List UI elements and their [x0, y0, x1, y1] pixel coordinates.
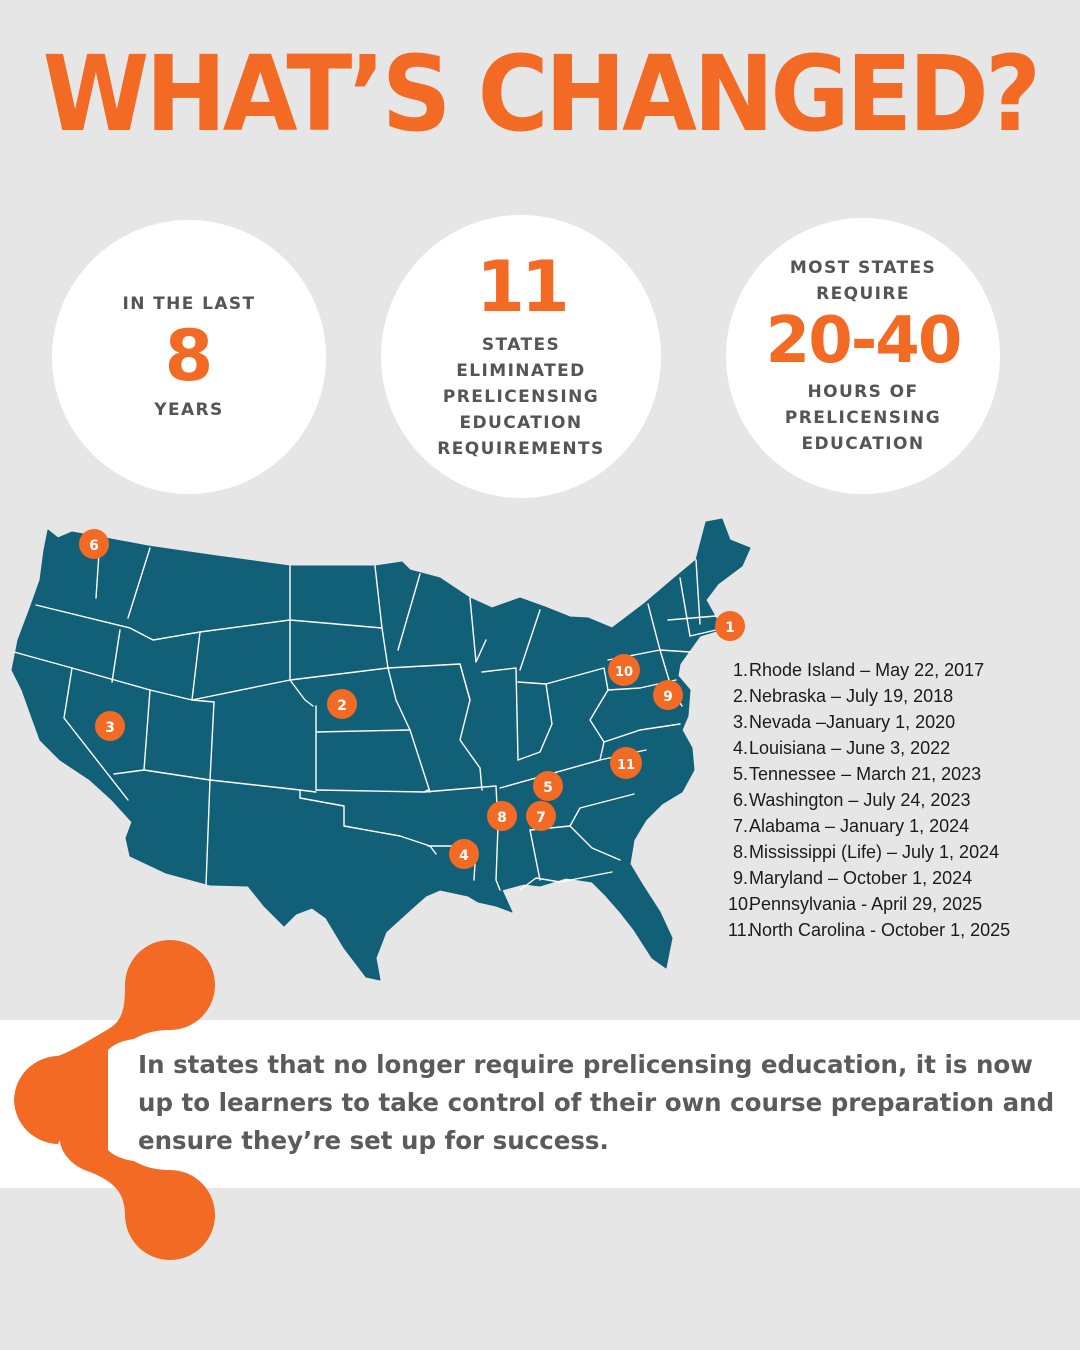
legend-number: 1.: [732, 660, 748, 680]
stat-states-line: STATES: [481, 334, 561, 355]
legend-item: 2. Nebraska – July 19, 2018: [728, 683, 1073, 709]
stat-hours-bottom: EDUCATION: [801, 434, 925, 454]
map-marker-5: 5: [533, 771, 563, 801]
stat-years-top: IN THE LAST: [122, 294, 256, 314]
legend-text: Rhode Island – May 22, 2017: [749, 660, 985, 680]
stat-hours-top: REQUIRE: [816, 284, 910, 304]
legend-item: 1. Rhode Island – May 22, 2017: [728, 657, 1073, 683]
map-marker-label: 9: [663, 689, 673, 705]
legend-item: 3. Nevada –January 1, 2020: [728, 709, 1073, 735]
stat-years-number: 8: [164, 315, 214, 397]
legend-number: 11.: [728, 920, 752, 940]
map-marker-2: 2: [327, 689, 357, 719]
legend-text: Nebraska – July 19, 2018: [749, 686, 954, 706]
map-markers: 1 2 3 4 5 6 7 8: [79, 529, 745, 869]
legend-text: Tennessee – March 21, 2023: [749, 764, 982, 784]
legend-text: Nevada –January 1, 2020: [749, 712, 956, 732]
connector-graphic: [14, 940, 230, 1260]
legend-item: 5. Tennessee – March 21, 2023: [728, 761, 1073, 787]
stat-hours-number: 20-40: [765, 304, 963, 378]
legend-item: 10. Pennsylvania - April 29, 2025: [728, 891, 1073, 917]
legend-text: Maryland – October 1, 2024: [749, 868, 973, 888]
stat-hours-bottom: HOURS OF: [807, 382, 919, 402]
map-marker-label: 6: [89, 538, 99, 554]
legend-item: 7. Alabama – January 1, 2024: [728, 813, 1073, 839]
legend-text: Washington – July 24, 2023: [749, 790, 971, 810]
legend-text: Louisiana – June 3, 2022: [749, 738, 951, 758]
legend-item: 8. Mississippi (Life) – July 1, 2024: [728, 839, 1073, 865]
legend-item: 9. Maryland – October 1, 2024: [728, 865, 1073, 891]
stat-circle-states: 11 STATES ELIMINATED PRELICENSING EDUCAT…: [381, 215, 661, 498]
legend-item: 11. North Carolina - October 1, 2025: [728, 917, 1073, 943]
legend-number: 5.: [732, 764, 748, 784]
map-marker-11: 11: [610, 747, 642, 779]
map-marker-10: 10: [608, 654, 640, 686]
map-marker-9: 9: [653, 680, 683, 710]
stat-years-bottom: YEARS: [154, 400, 224, 420]
map-marker-label: 11: [617, 758, 635, 773]
state-legend: 1. Rhode Island – May 22, 2017 2. Nebraska…: [728, 657, 1073, 943]
legend-number: 7.: [732, 816, 748, 836]
map-marker-4: 4: [449, 839, 479, 869]
us-map-shape: [11, 518, 751, 981]
quote-text: In states that no longer require prelice…: [138, 1050, 1055, 1155]
us-map: 1 2 3 4 5 6 7 8: [11, 518, 751, 981]
map-marker-label: 8: [497, 810, 507, 826]
map-marker-7: 7: [526, 801, 556, 831]
map-marker-label: 5: [543, 780, 553, 796]
map-marker-label: 2: [337, 698, 347, 714]
legend-number: 4.: [732, 738, 748, 758]
stat-hours-bottom: PRELICENSING: [784, 408, 942, 428]
stat-states-line: ELIMINATED: [456, 360, 586, 381]
map-marker-label: 1: [725, 620, 735, 636]
stat-hours-top: MOST STATES: [789, 258, 937, 278]
page-title: WHAT’S CHANGED?: [42, 33, 1042, 155]
map-marker-label: 10: [615, 665, 633, 680]
legend-item: 6. Washington – July 24, 2023: [728, 787, 1073, 813]
state-borders: [13, 537, 717, 891]
legend-number: 9.: [732, 868, 748, 888]
map-marker-3: 3: [95, 711, 125, 741]
legend-text: North Carolina - October 1, 2025: [749, 920, 1011, 940]
map-marker-label: 7: [536, 810, 546, 826]
stat-states-line: EDUCATION: [459, 412, 583, 433]
stat-states-line: REQUIREMENTS: [437, 438, 605, 459]
stat-circle-years: IN THE LAST 8 YEARS: [52, 220, 326, 494]
legend-text: Mississippi (Life) – July 1, 2024: [749, 842, 1000, 862]
legend-text: Alabama – January 1, 2024: [749, 816, 970, 836]
map-marker-8: 8: [487, 801, 517, 831]
legend-number: 8.: [732, 842, 748, 862]
legend-text: Pennsylvania - April 29, 2025: [749, 894, 983, 914]
legend-number: 3.: [732, 712, 748, 732]
legend-number: 10.: [728, 894, 754, 914]
map-marker-label: 3: [105, 720, 115, 736]
legend-item: 4. Louisiana – June 3, 2022: [728, 735, 1073, 761]
legend-number: 2.: [732, 686, 748, 706]
map-marker-6: 6: [79, 529, 109, 559]
stat-circle-hours: MOST STATES REQUIRE 20-40 HOURS OF PRELI…: [726, 218, 1000, 494]
map-marker-label: 4: [459, 848, 469, 864]
stat-states-number: 11: [476, 245, 569, 328]
stat-states-line: PRELICENSING: [442, 386, 600, 407]
legend-number: 6.: [732, 790, 748, 810]
map-marker-1: 1: [715, 611, 745, 641]
